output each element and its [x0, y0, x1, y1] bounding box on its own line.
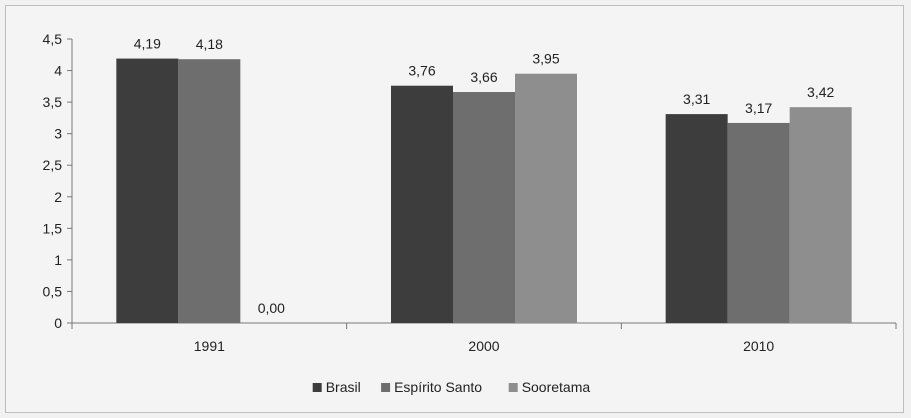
x-tick-label: 2000 [468, 338, 499, 354]
data-label: 0,00 [258, 300, 285, 316]
x-tick-label: 1991 [194, 338, 225, 354]
legend-label: Sooretama [522, 379, 591, 395]
legend-swatch [381, 383, 391, 392]
bar [665, 114, 728, 323]
bar [178, 59, 241, 323]
bar [453, 92, 515, 323]
data-label: 3,17 [745, 100, 772, 116]
data-label: 3,66 [470, 69, 497, 85]
y-tick-label: 0,5 [43, 283, 63, 299]
bar [789, 107, 852, 323]
bars [116, 58, 852, 323]
data-label: 4,18 [196, 36, 223, 52]
legend-label: Brasil [326, 379, 361, 395]
y-tick-label: 1,5 [43, 220, 63, 236]
data-label: 3,31 [683, 91, 710, 107]
bar [116, 58, 179, 323]
y-tick-label: 3,5 [43, 94, 63, 110]
bar [391, 85, 453, 323]
data-labels: 4,19 4,18 0,00 3,76 3,66 3,95 3,31 3,17 3,42 [134, 36, 835, 316]
y-tick-label: 2 [54, 189, 62, 205]
x-tick-label: 2010 [743, 338, 774, 354]
y-tick-label: 0 [54, 315, 62, 331]
y-tick-label: 2,5 [43, 157, 63, 173]
legend-label: Espírito Santo [394, 379, 482, 395]
data-label: 4,19 [134, 36, 161, 52]
y-tick-label: 1 [54, 252, 62, 268]
legend-swatch [508, 383, 518, 392]
legend-swatch [312, 383, 322, 392]
bar [515, 73, 577, 323]
legend: Brasil Espírito Santo Sooretama [312, 379, 591, 395]
bar [727, 122, 790, 323]
y-tick-label: 3 [54, 126, 62, 142]
data-label: 3,76 [408, 63, 435, 79]
data-label: 3,42 [807, 84, 834, 100]
y-tick-label: 4,5 [43, 31, 63, 47]
y-tick-label: 4 [54, 63, 62, 79]
data-label: 3,95 [532, 51, 559, 67]
